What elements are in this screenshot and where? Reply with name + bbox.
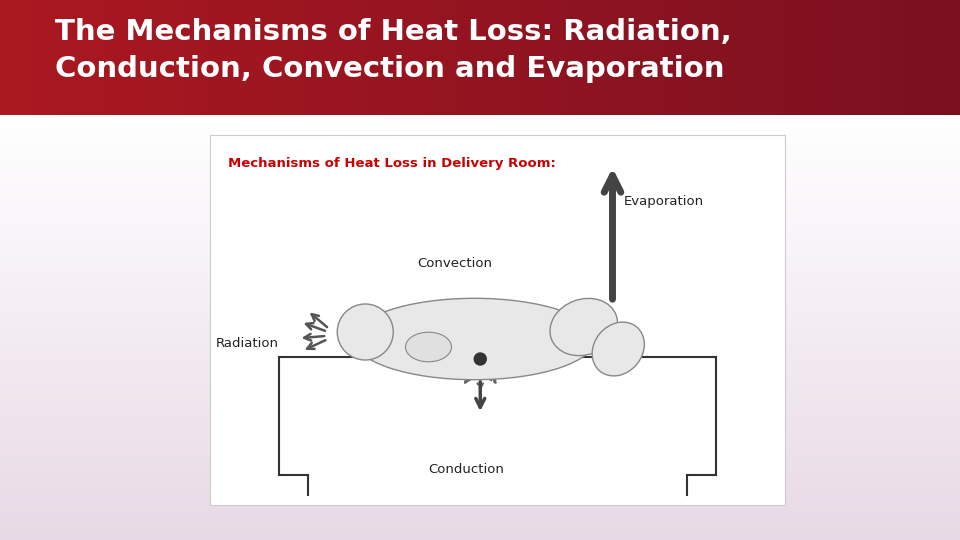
- Ellipse shape: [353, 298, 595, 380]
- Circle shape: [337, 304, 394, 360]
- Bar: [210, 135, 785, 505]
- Ellipse shape: [405, 332, 451, 362]
- Ellipse shape: [550, 299, 617, 356]
- Text: The Mechanisms of Heat Loss: Radiation,
Conduction, Convection and Evaporation: The Mechanisms of Heat Loss: Radiation, …: [55, 18, 732, 83]
- Text: Evaporation: Evaporation: [624, 195, 704, 208]
- Ellipse shape: [592, 322, 644, 376]
- Text: Mechanisms of Heat Loss in Delivery Room:: Mechanisms of Heat Loss in Delivery Room…: [228, 157, 556, 170]
- Text: Convection: Convection: [417, 257, 492, 270]
- Text: Conduction: Conduction: [428, 463, 504, 476]
- Text: Radiation: Radiation: [216, 337, 278, 350]
- Circle shape: [474, 353, 487, 365]
